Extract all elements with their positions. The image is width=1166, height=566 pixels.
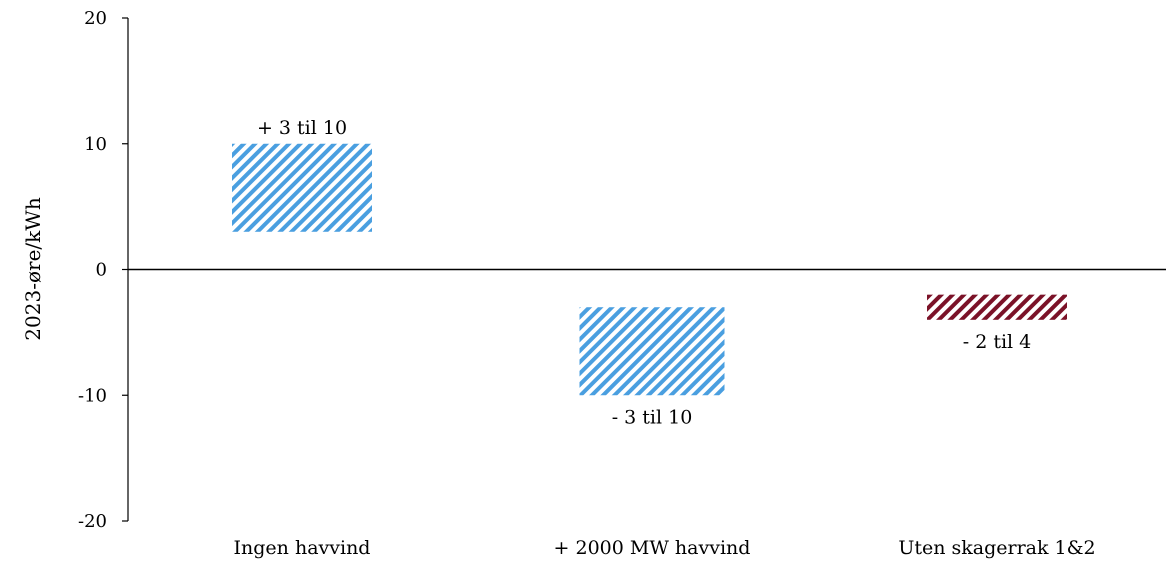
range-bar (579, 307, 725, 396)
y-tick-label: 10 (84, 134, 107, 155)
data-label: - 2 til 4 (963, 331, 1032, 353)
category-labels: Ingen havvind + 2000 MW havvind Uten skage… (234, 537, 1096, 559)
y-tick-label: 0 (96, 260, 107, 281)
range-bar (232, 143, 372, 232)
data-label: - 3 til 10 (612, 406, 693, 428)
range-bar (927, 294, 1067, 320)
y-tick-label: -20 (78, 511, 107, 532)
data-label: + 3 til 10 (257, 117, 347, 139)
y-axis: 20 10 0 -10 -20 (78, 8, 129, 532)
y-axis-title: 2023-øre/kWh (21, 197, 45, 341)
y-tick-label: -10 (78, 385, 107, 406)
bars (232, 143, 1067, 396)
data-labels: + 3 til 10 - 3 til 10 - 2 til 4 (257, 117, 1031, 429)
category-label: Uten skagerrak 1&2 (898, 537, 1095, 559)
y-tick-label: 20 (84, 8, 107, 29)
category-label: Ingen havvind (234, 537, 371, 559)
category-label: + 2000 MW havvind (554, 537, 751, 559)
